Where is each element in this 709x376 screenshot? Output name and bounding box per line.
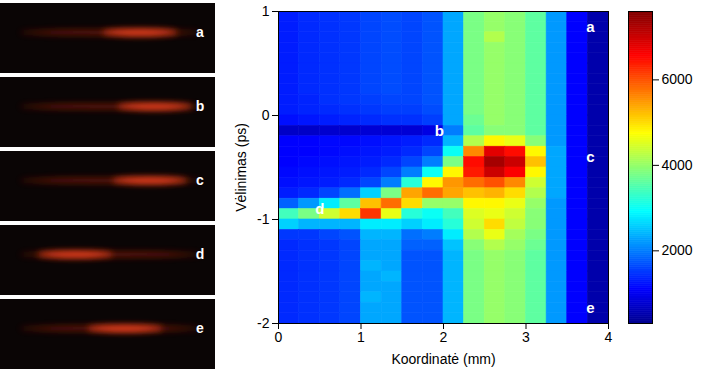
- svg-text:e: e: [196, 320, 204, 336]
- svg-text:c: c: [586, 148, 594, 165]
- svg-text:6000: 6000: [662, 71, 693, 87]
- svg-text:d: d: [196, 246, 205, 262]
- svg-text:a: a: [196, 24, 204, 40]
- svg-text:3: 3: [522, 329, 530, 345]
- svg-text:b: b: [196, 98, 205, 114]
- svg-text:c: c: [196, 172, 204, 188]
- svg-text:d: d: [315, 200, 324, 217]
- svg-text:4000: 4000: [662, 157, 693, 173]
- svg-text:e: e: [586, 299, 594, 316]
- svg-text:-1: -1: [257, 211, 270, 227]
- svg-text:2000: 2000: [662, 242, 693, 258]
- svg-text:1: 1: [357, 329, 365, 345]
- svg-text:0: 0: [275, 329, 283, 345]
- svg-text:Koordinatė (mm): Koordinatė (mm): [391, 351, 495, 367]
- svg-text:0: 0: [262, 107, 270, 123]
- svg-text:2: 2: [440, 329, 448, 345]
- svg-text:b: b: [435, 122, 444, 139]
- svg-text:a: a: [586, 18, 595, 35]
- svg-text:Vėlinimas (ps): Vėlinimas (ps): [233, 123, 249, 212]
- svg-text:1: 1: [262, 3, 270, 19]
- svg-text:-2: -2: [257, 315, 270, 331]
- svg-text:4: 4: [605, 329, 613, 345]
